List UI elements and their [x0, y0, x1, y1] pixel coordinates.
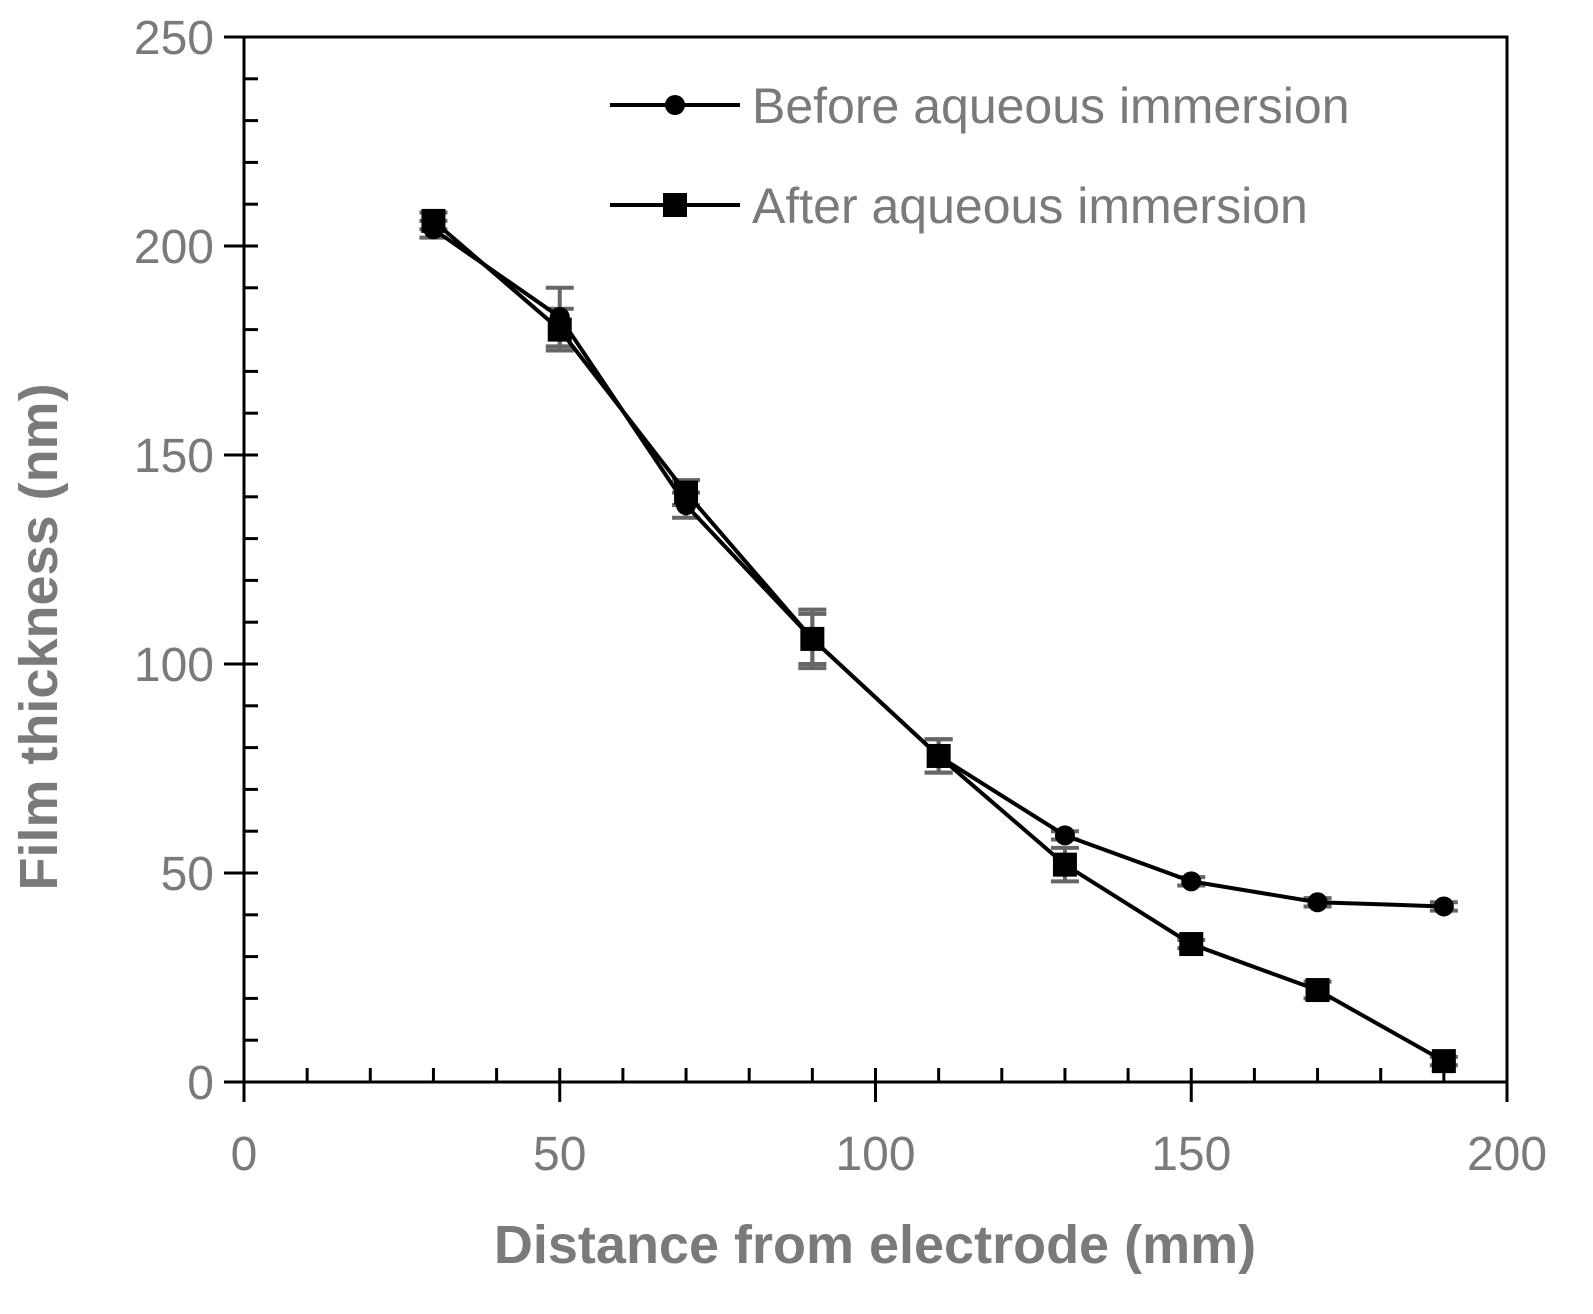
x-tick-label: 200: [1467, 1128, 1547, 1181]
legend-label: Before aqueous immersion: [752, 78, 1350, 134]
y-tick-label: 150: [134, 430, 214, 483]
y-tick-label: 250: [134, 12, 214, 65]
legend-item: Before aqueous immersion: [610, 78, 1350, 134]
series-lines: [432, 219, 1445, 1063]
data-point-square: [547, 317, 572, 342]
data-point-square: [674, 480, 699, 505]
y-tick-label: 50: [161, 848, 214, 901]
x-tick-label: 0: [231, 1128, 258, 1181]
legend-label: After aqueous immersion: [752, 178, 1308, 234]
x-tick-label: 100: [835, 1128, 915, 1181]
legend-marker-circle: [665, 95, 685, 115]
x-axis-ticks: 0 50 100 150 200: [231, 1068, 1547, 1181]
series-line-2: [432, 219, 1445, 1063]
x-tick-label: 150: [1151, 1128, 1231, 1181]
legend-marker-square: [663, 193, 687, 217]
series-markers: [421, 208, 1456, 1074]
data-point-square: [421, 208, 446, 233]
data-point-square: [1052, 852, 1077, 877]
data-point-circle: [1307, 892, 1328, 913]
data-point-square: [1305, 978, 1330, 1003]
data-point-circle: [1181, 871, 1202, 892]
y-axis-title: Film thickness (nm): [9, 383, 69, 890]
series-line-1: [432, 227, 1444, 909]
y-tick-label: 0: [187, 1057, 214, 1110]
data-point-square: [1179, 932, 1204, 957]
x-axis-title: Distance from electrode (mm): [494, 1215, 1256, 1275]
y-tick-label: 100: [134, 639, 214, 692]
data-point-circle: [1433, 896, 1454, 917]
data-point-circle: [1054, 825, 1075, 846]
y-axis-ticks: 0 50 100 150 200 250: [134, 12, 258, 1110]
data-point-square: [926, 743, 951, 768]
x-tick-label: 50: [533, 1128, 586, 1181]
y-tick-label: 200: [134, 221, 214, 274]
legend-item: After aqueous immersion: [610, 178, 1308, 234]
legend: Before aqueous immersion After aqueous im…: [610, 78, 1350, 234]
data-point-square: [800, 626, 825, 651]
